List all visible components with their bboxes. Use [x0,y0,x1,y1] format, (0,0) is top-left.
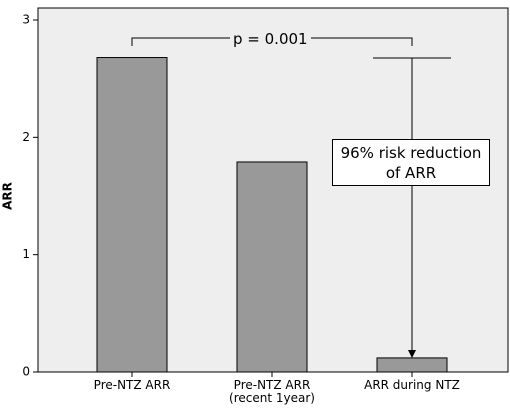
y-tick-label: 1 [22,247,30,261]
x-tick-label: ARR during NTZ [364,378,460,392]
arrow-head [408,350,416,358]
x-tick-label: Pre-NTZ ARR (recent 1year) [229,378,315,405]
annotation-box: 96% risk reduction of ARR [332,139,490,186]
bar [376,357,448,373]
y-axis-label: ARR [1,182,15,210]
y-tick-label: 3 [22,13,30,27]
bar [236,161,308,373]
bar [96,57,168,373]
y-tick-label: 0 [22,365,30,379]
y-tick-label: 2 [22,130,30,144]
x-tick-label: Pre-NTZ ARR [93,378,171,392]
p-value: p = 0.001 [230,30,311,48]
